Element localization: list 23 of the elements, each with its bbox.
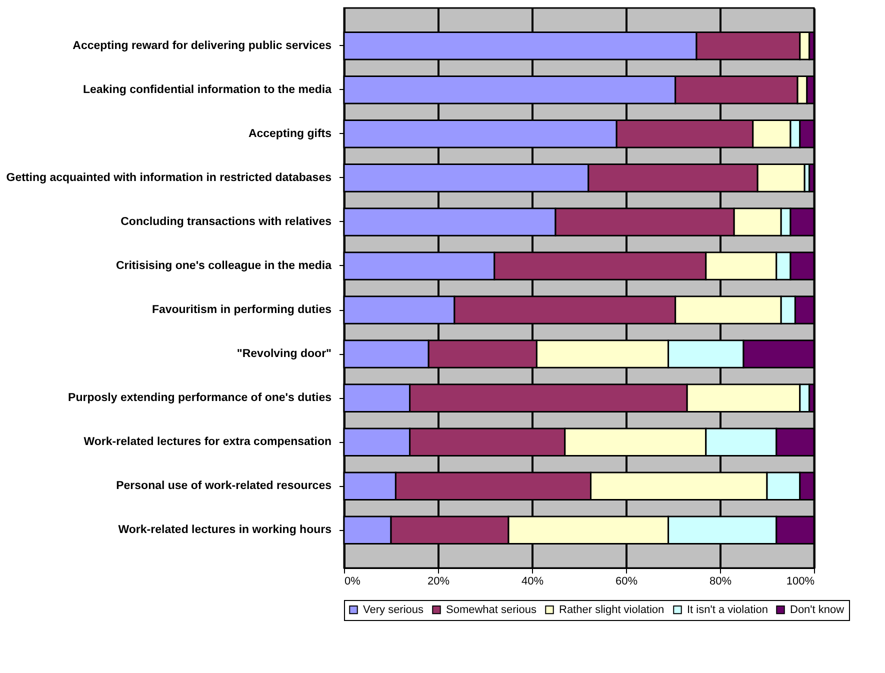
y-tick-label: Purposly extending performance of one's duties [68,392,332,404]
y-tick-label: Concluding transactions with relatives [120,216,332,228]
y-tick-label: Accepting gifts [248,128,332,140]
x-tick-label: 40% [521,576,544,588]
y-tick-label: Favouritism in performing duties [152,304,332,316]
x-tick-label: 100% [786,576,815,588]
y-tick-label: Accepting reward for delivering public services [72,40,332,52]
y-tick-label: Work-related lectures for extra compensation [84,436,332,448]
x-tick-label: 20% [427,576,450,588]
legend-label: Don't know [790,604,844,616]
y-tick-label: Getting acquainted with information in restricted databases [6,172,332,184]
legend-label: Very serious [363,604,424,616]
y-tick-label: "Revolving door" [236,348,332,360]
y-tick-label: Critisising one's colleague in the media [116,260,332,272]
legend-label: Rather slight violation [559,604,664,616]
x-tick-label: 60% [615,576,638,588]
legend-label: Somewhat serious [446,604,537,616]
x-tick-label: 80% [709,576,732,588]
y-tick-label: Work-related lectures in working hours [118,524,332,536]
legend-label: It isn't a violation [687,604,768,616]
y-tick-label: Personal use of work-related resources [116,480,332,492]
x-tick-label: 0% [344,576,361,588]
y-tick-label: Leaking confidential information to the media [82,84,332,96]
